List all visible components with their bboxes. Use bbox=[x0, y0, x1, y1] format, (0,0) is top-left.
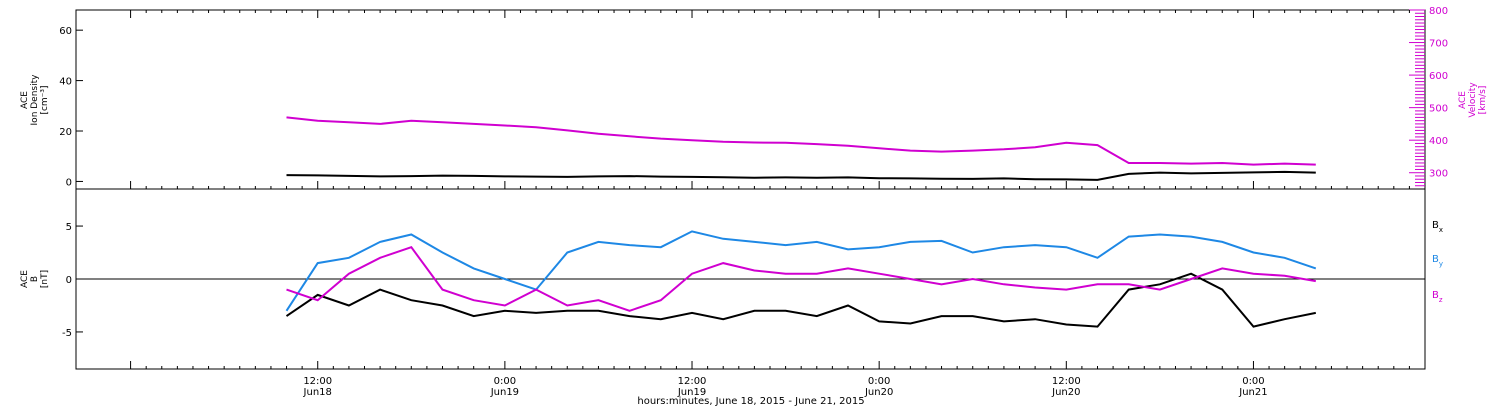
field-series-bx bbox=[285, 272, 1316, 328]
density-y-label: Ion Density bbox=[30, 74, 40, 126]
field-y-tick-label: 5 bbox=[66, 222, 72, 233]
density-y-tick-label: 0 bbox=[66, 177, 72, 188]
density-y-label: ACE bbox=[20, 91, 30, 109]
time-tick-date: Jun20 bbox=[864, 387, 893, 398]
time-tick-label: 0:00 bbox=[494, 376, 516, 387]
field-series-by bbox=[285, 230, 1317, 312]
velocity-y-tick-label: 500 bbox=[1429, 104, 1448, 115]
time-tick-label: 12:00 bbox=[1052, 376, 1081, 387]
density-y-tick-label: 60 bbox=[59, 26, 72, 37]
time-tick-label: 12:00 bbox=[678, 376, 707, 387]
field-y-label: ACE bbox=[20, 270, 30, 288]
velocity-y-tick-label: 600 bbox=[1429, 71, 1448, 82]
velocity-y-tick-label: 800 bbox=[1429, 6, 1448, 17]
field-y-label: B bbox=[30, 276, 40, 282]
time-tick-date: Jun19 bbox=[677, 387, 706, 398]
velocity-series bbox=[286, 116, 1316, 166]
legend-bx: Bx bbox=[1432, 220, 1443, 234]
magnetic-field-panel: -5 0 5 ACE B [nT] Bx By Bz bbox=[20, 188, 1443, 370]
density-series bbox=[286, 170, 1316, 181]
field-y-tick-label: 0 bbox=[66, 275, 72, 286]
velocity-y-label: [km/s] bbox=[1478, 86, 1488, 115]
density-y-tick-label: 40 bbox=[59, 77, 72, 88]
time-tick-label: 0:00 bbox=[868, 376, 890, 387]
density-y-label: [cm⁻³] bbox=[40, 85, 50, 114]
x-axis-title: hours:minutes, June 18, 2015 - June 21, … bbox=[637, 396, 864, 407]
time-tick-date: Jun20 bbox=[1051, 387, 1080, 398]
legend-by: By bbox=[1432, 254, 1443, 268]
time-tick-label: 12:00 bbox=[303, 376, 332, 387]
time-tick-date: Jun21 bbox=[1238, 387, 1267, 398]
time-tick-date: Jun18 bbox=[303, 387, 332, 398]
legend-bz: Bz bbox=[1432, 290, 1443, 304]
time-tick-label: 0:00 bbox=[1242, 376, 1264, 387]
field-y-label: [nT] bbox=[40, 270, 50, 288]
field-series-bz bbox=[286, 246, 1316, 312]
velocity-y-label: ACE bbox=[1458, 91, 1468, 109]
time-axis: 12:00Jun180:00Jun1912:00Jun190:00Jun2012… bbox=[130, 10, 1410, 398]
density-y-tick-label: 20 bbox=[59, 127, 72, 138]
velocity-y-tick-label: 700 bbox=[1429, 39, 1448, 50]
field-y-tick-label: -5 bbox=[62, 328, 72, 339]
velocity-y-label: Velocity bbox=[1468, 82, 1478, 118]
velocity-y-tick-label: 400 bbox=[1429, 136, 1448, 147]
time-tick-date: Jun19 bbox=[490, 387, 519, 398]
velocity-y-tick-label: 300 bbox=[1429, 169, 1448, 180]
